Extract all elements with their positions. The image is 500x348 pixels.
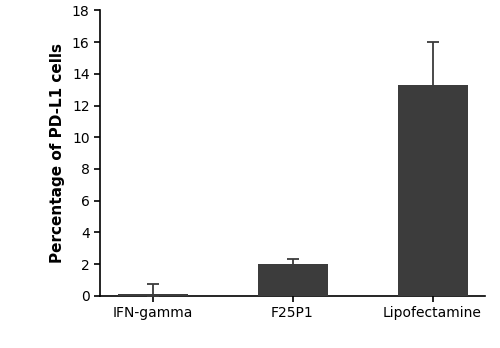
Y-axis label: Percentage of PD-L1 cells: Percentage of PD-L1 cells <box>50 43 65 263</box>
Bar <box>258 264 328 296</box>
Bar <box>398 85 468 296</box>
Bar <box>118 294 188 296</box>
